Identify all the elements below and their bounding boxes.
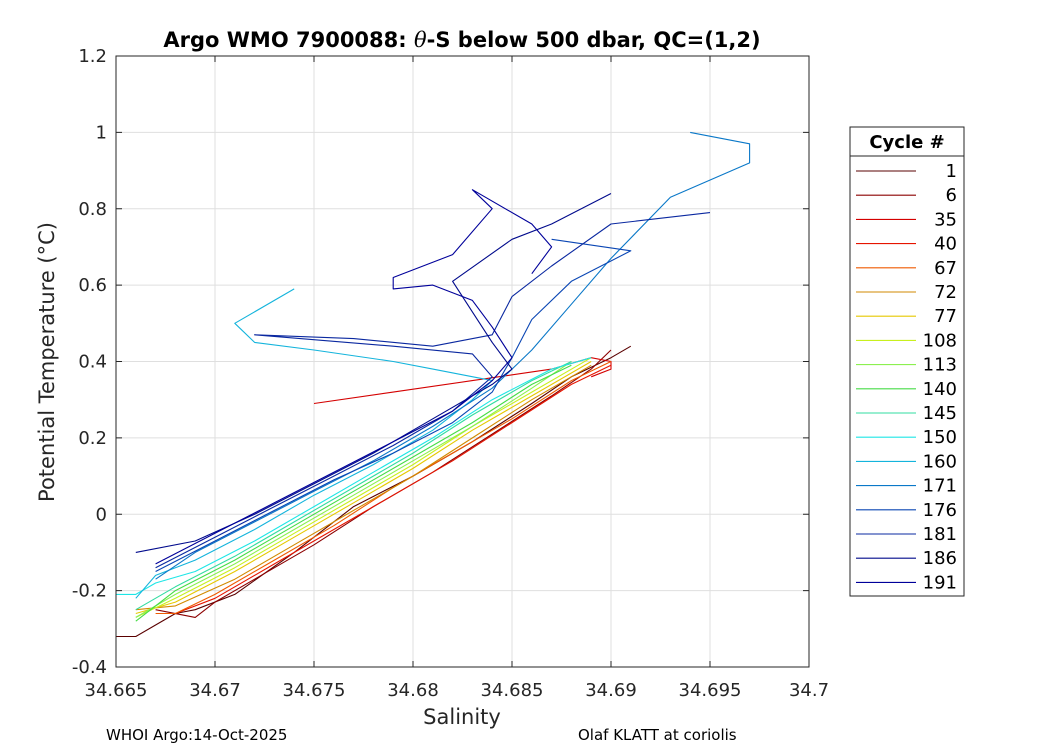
legend-label-77: 77	[934, 306, 957, 327]
legend-label-191: 191	[923, 572, 957, 593]
chart-title: Argo WMO 7900088: θ-S below 500 dbar, QC…	[163, 28, 760, 52]
x-axis-label: Salinity	[423, 705, 501, 729]
y-tick-label: 1.2	[78, 46, 107, 67]
x-tick-label: 34.695	[679, 680, 742, 701]
x-tick-label: 34.68	[387, 680, 439, 701]
axis-ticks: 34.665 34.67 34.675 34.68 34.685 34.69 34.695 3…	[72, 46, 829, 701]
legend-label-181: 181	[923, 524, 957, 545]
series-line-cycle-40	[175, 364, 612, 615]
series-line-cycle-150	[116, 357, 592, 595]
series-line-cycle-160	[135, 288, 493, 599]
title-prefix: Argo WMO 7900088:	[163, 28, 414, 52]
legend-label-72: 72	[934, 282, 957, 303]
legend-label-1: 1	[946, 161, 957, 182]
title-theta-symbol: θ	[414, 28, 427, 52]
legend-label-171: 171	[923, 476, 957, 497]
series-line-cycle-72	[135, 364, 592, 611]
y-axis-label: Potential Temperature (°C)	[35, 222, 59, 502]
series-line-cycle-67	[155, 361, 612, 615]
legend-title: Cycle #	[869, 132, 944, 153]
y-tick-label: -0.4	[72, 657, 107, 678]
series-line-cycle-108	[135, 357, 592, 618]
series-line-cycle-191	[155, 189, 553, 565]
x-tick-label: 34.675	[283, 680, 346, 701]
x-tick-label: 34.7	[789, 680, 829, 701]
y-tick-label: 0.4	[78, 352, 107, 373]
x-tick-label: 34.67	[189, 680, 241, 701]
series-line-cycle-77	[135, 361, 592, 615]
footer-credit: WHOI Argo:14-Oct-2025	[106, 726, 288, 744]
legend-label-108: 108	[923, 330, 957, 351]
series-layer	[116, 131, 751, 638]
legend-label-140: 140	[923, 379, 957, 400]
series-line-cycle-176	[155, 238, 632, 572]
legend-label-145: 145	[923, 403, 957, 424]
grid-lines	[116, 56, 809, 667]
legend-label-186: 186	[923, 548, 957, 569]
series-line-cycle-140	[135, 364, 572, 622]
legend-label-176: 176	[923, 500, 957, 521]
legend-label-6: 6	[946, 185, 957, 206]
series-line-cycle-113	[135, 361, 572, 618]
legend-label-67: 67	[934, 258, 957, 279]
legend-label-160: 160	[923, 451, 957, 472]
legend-box	[849, 126, 965, 597]
y-tick-label: 0.8	[78, 199, 107, 220]
series-line-cycle-1	[116, 345, 632, 638]
y-tick-label: 0	[96, 504, 107, 525]
footer-operator: Olaf KLATT at coriolis	[578, 726, 737, 744]
series-line-cycle-145	[135, 361, 572, 611]
legend-label-35: 35	[934, 209, 957, 230]
y-tick-label: 0.6	[78, 275, 107, 296]
legend-label-40: 40	[934, 234, 957, 255]
legend-entries: 1 6 35 40 67 72 77 108 113 140 145 150 160 171 176 181 1…	[856, 161, 957, 593]
x-tick-label: 34.665	[85, 680, 148, 701]
series-line-cycle-181	[155, 212, 711, 569]
title-suffix: -S below 500 dbar, QC=(1,2)	[427, 28, 761, 52]
legend: Cycle # 1 6 35 40 67 72 77 108 113 140 145 150 160 17…	[849, 126, 965, 597]
x-tick-label: 34.685	[481, 680, 544, 701]
x-tick-label: 34.69	[585, 680, 637, 701]
legend-label-113: 113	[923, 355, 957, 376]
legend-label-150: 150	[923, 427, 957, 448]
series-line-cycle-186	[135, 193, 612, 553]
y-tick-label: 0.2	[78, 428, 107, 449]
y-tick-label: 1	[96, 122, 107, 143]
y-tick-label: -0.2	[72, 581, 107, 602]
